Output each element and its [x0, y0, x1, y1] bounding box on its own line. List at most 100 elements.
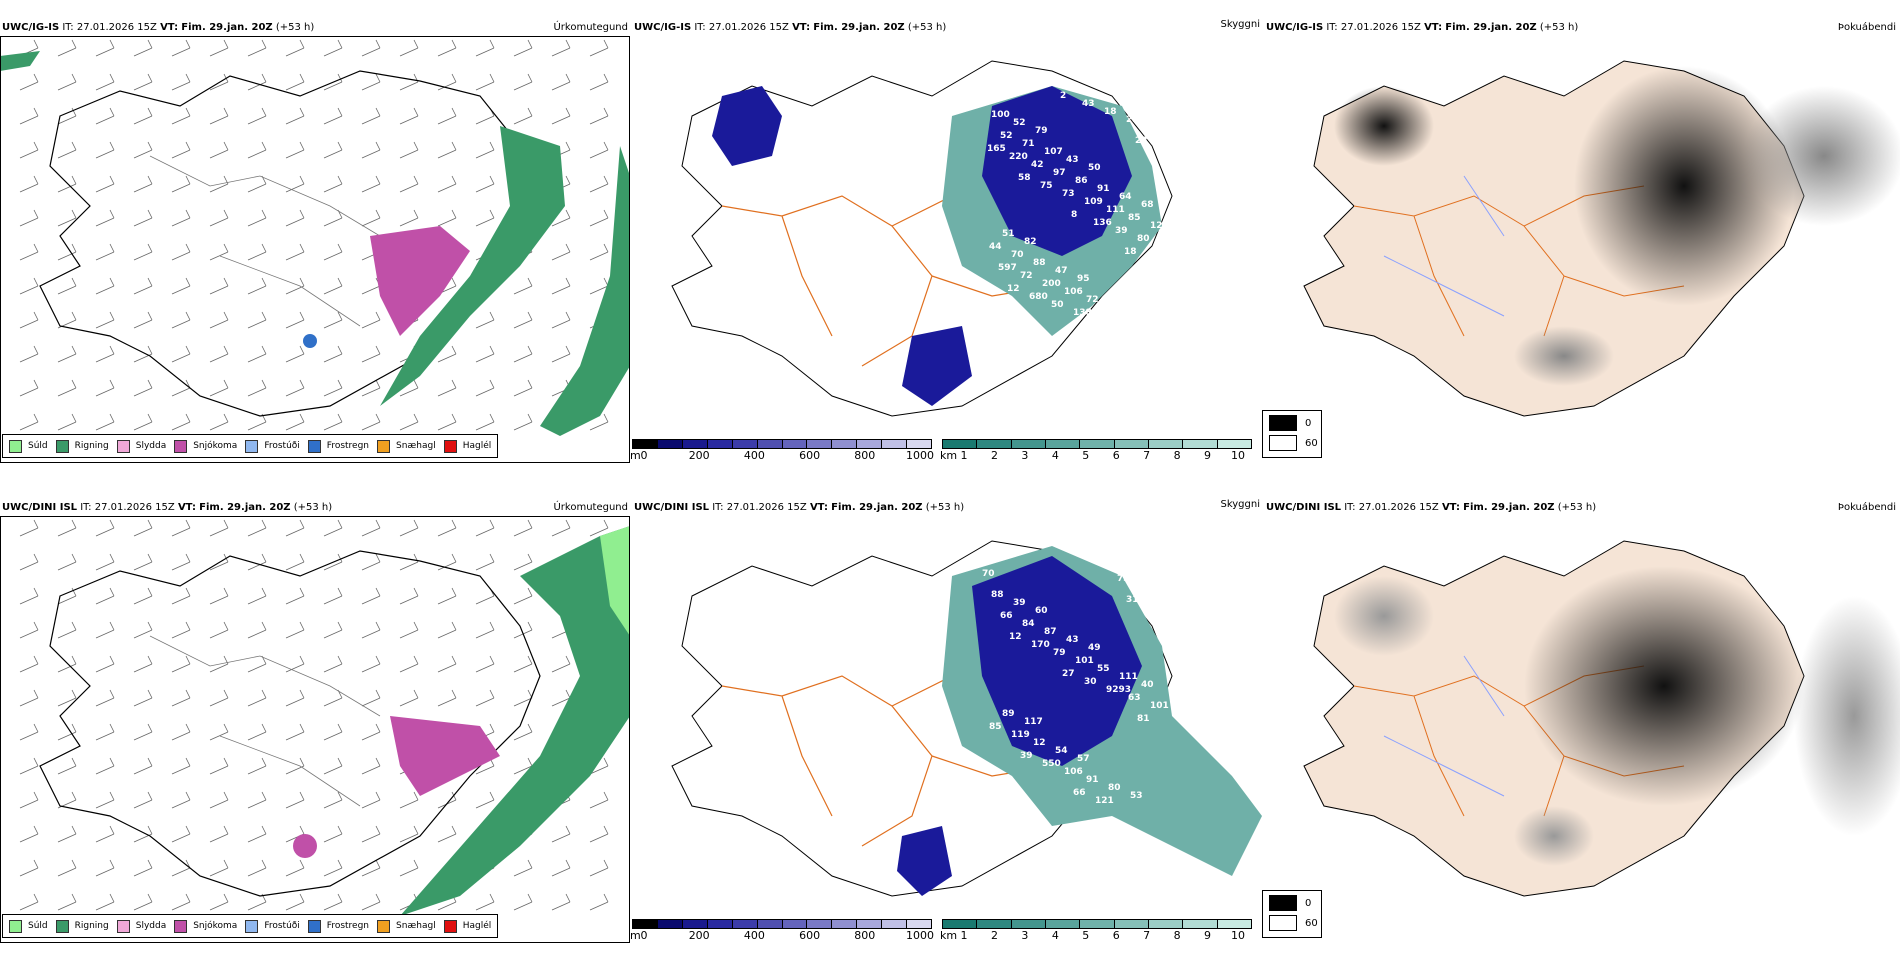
visibility-value-label: 43 [1066, 155, 1079, 165]
wind-barb [57, 587, 77, 605]
wind-barb [513, 859, 533, 877]
wind-barb [475, 379, 495, 397]
wind-barb [285, 107, 305, 125]
wind-barb [209, 893, 229, 911]
legend-swatch-sleet [116, 439, 130, 453]
wind-barb [513, 893, 533, 911]
wind-barb [399, 141, 419, 159]
wind-barb [209, 277, 229, 295]
visibility-value-label: 53 [1130, 791, 1143, 801]
legend-item: Slydda [116, 439, 166, 453]
visibility-value-label: 88 [1033, 258, 1046, 268]
visibility-value-label: 47 [1055, 266, 1068, 276]
wind-barb [19, 553, 39, 571]
wind-barb [19, 893, 39, 911]
wind-barb [361, 345, 381, 363]
legend-item: 0 [1269, 895, 1311, 911]
wind-barb [133, 141, 153, 159]
wind-barb [95, 243, 115, 261]
wind-barb [323, 175, 343, 193]
rivers [1383, 175, 1505, 317]
wind-barb [19, 141, 39, 159]
wind-barb [133, 73, 153, 91]
visibility-value-label: 85 [1128, 213, 1141, 223]
wind-barb [209, 413, 229, 431]
colorbar-tick-label: 800 [854, 449, 876, 462]
wind-barb [399, 39, 419, 57]
wind-barb [171, 345, 191, 363]
wind-barb [19, 519, 39, 537]
wind-barb [171, 379, 191, 397]
colorbar-strip [942, 439, 1252, 449]
colorbar-tick-label: 400 [743, 929, 765, 942]
colorbar-cell [882, 440, 908, 448]
colorbar-tick-label: 1000 [906, 929, 934, 942]
wind-barb [361, 655, 381, 673]
wind-barb [399, 587, 419, 605]
visibility-value-label: 111 [1106, 205, 1125, 215]
legend-item: Snjókoma [174, 439, 237, 453]
wind-barb [589, 243, 609, 261]
visibility-value-label: 106 [1064, 287, 1083, 297]
visibility-value-label: 91 [1097, 184, 1110, 194]
wind-barb [57, 655, 77, 673]
wind-barb [247, 553, 267, 571]
wind-barb [133, 587, 153, 605]
wind-barb [171, 859, 191, 877]
wind-barb [513, 277, 533, 295]
legend-item: Frostregn [307, 919, 369, 933]
visibility-value-label: 55 [1148, 123, 1161, 133]
fog-index-legend: 0 60 [1262, 890, 1322, 938]
wind-barb [95, 379, 115, 397]
wind-barb [323, 587, 343, 605]
colorbar-tick-label: 10 [1231, 929, 1245, 942]
wind-barb [285, 311, 305, 329]
wind-barb [323, 621, 343, 639]
wind-barb [133, 413, 153, 431]
colorbar-tick-label: 0 [640, 449, 648, 462]
wind-barb [589, 757, 609, 775]
wind-barb [95, 825, 115, 843]
colorbar-cell [807, 920, 833, 928]
visibility-value-label: 12 [1009, 632, 1022, 642]
wind-barb [285, 553, 305, 571]
wind-barb [475, 311, 495, 329]
colorbar-tick-label: 9 [1204, 929, 1212, 942]
wind-barb [361, 413, 381, 431]
colorbar-cell [1011, 920, 1046, 928]
visibility-value-label: 117 [1024, 717, 1043, 727]
wind-barb [95, 277, 115, 295]
wind-barb [285, 689, 305, 707]
legend-item: 0 [1269, 415, 1311, 431]
wind-barb [133, 723, 153, 741]
panel-title: Þokuábendi [1837, 502, 1896, 513]
wind-barb [57, 859, 77, 877]
wind-barb [285, 723, 305, 741]
wind-barb [589, 175, 609, 193]
panel-header: UWC/DINI ISL IT: 27.01.2026 15Z VT: Fim.… [1266, 502, 1597, 513]
visibility-value-label: 123 [1150, 221, 1169, 231]
wind-barb [475, 345, 495, 363]
colorbar-cell [757, 920, 783, 928]
colorbar-cell [707, 440, 733, 448]
legend-swatch-clear [1269, 435, 1297, 451]
panel-header: UWC/DINI ISL IT: 27.01.2026 15Z VT: Fim.… [634, 502, 965, 513]
wind-barb [285, 379, 305, 397]
wind-barb [285, 141, 305, 159]
visibility-value-label: 30 [1084, 677, 1097, 687]
wind-barb [57, 379, 77, 397]
wind-barb [399, 621, 419, 639]
precip-type-legend: Súld Rigning Slydda Snjókoma Frostúði Fr… [2, 434, 499, 458]
wind-barb [399, 175, 419, 193]
visibility-value-label: 39 [1130, 311, 1143, 321]
legend-swatch-freezing-rain [307, 439, 321, 453]
visibility-value-label: 58 [1018, 173, 1031, 183]
colorbar-tick-label: 3 [1021, 449, 1029, 462]
precip-type-legend: Súld Rigning Slydda Snjókoma Frostúði Fr… [2, 914, 499, 938]
wind-barb [361, 825, 381, 843]
colorbar-cell [1183, 440, 1218, 448]
wind-barb [57, 107, 77, 125]
wind-barb [95, 519, 115, 537]
wind-barb [551, 39, 571, 57]
visibility-value-label: 64 [1119, 192, 1132, 202]
